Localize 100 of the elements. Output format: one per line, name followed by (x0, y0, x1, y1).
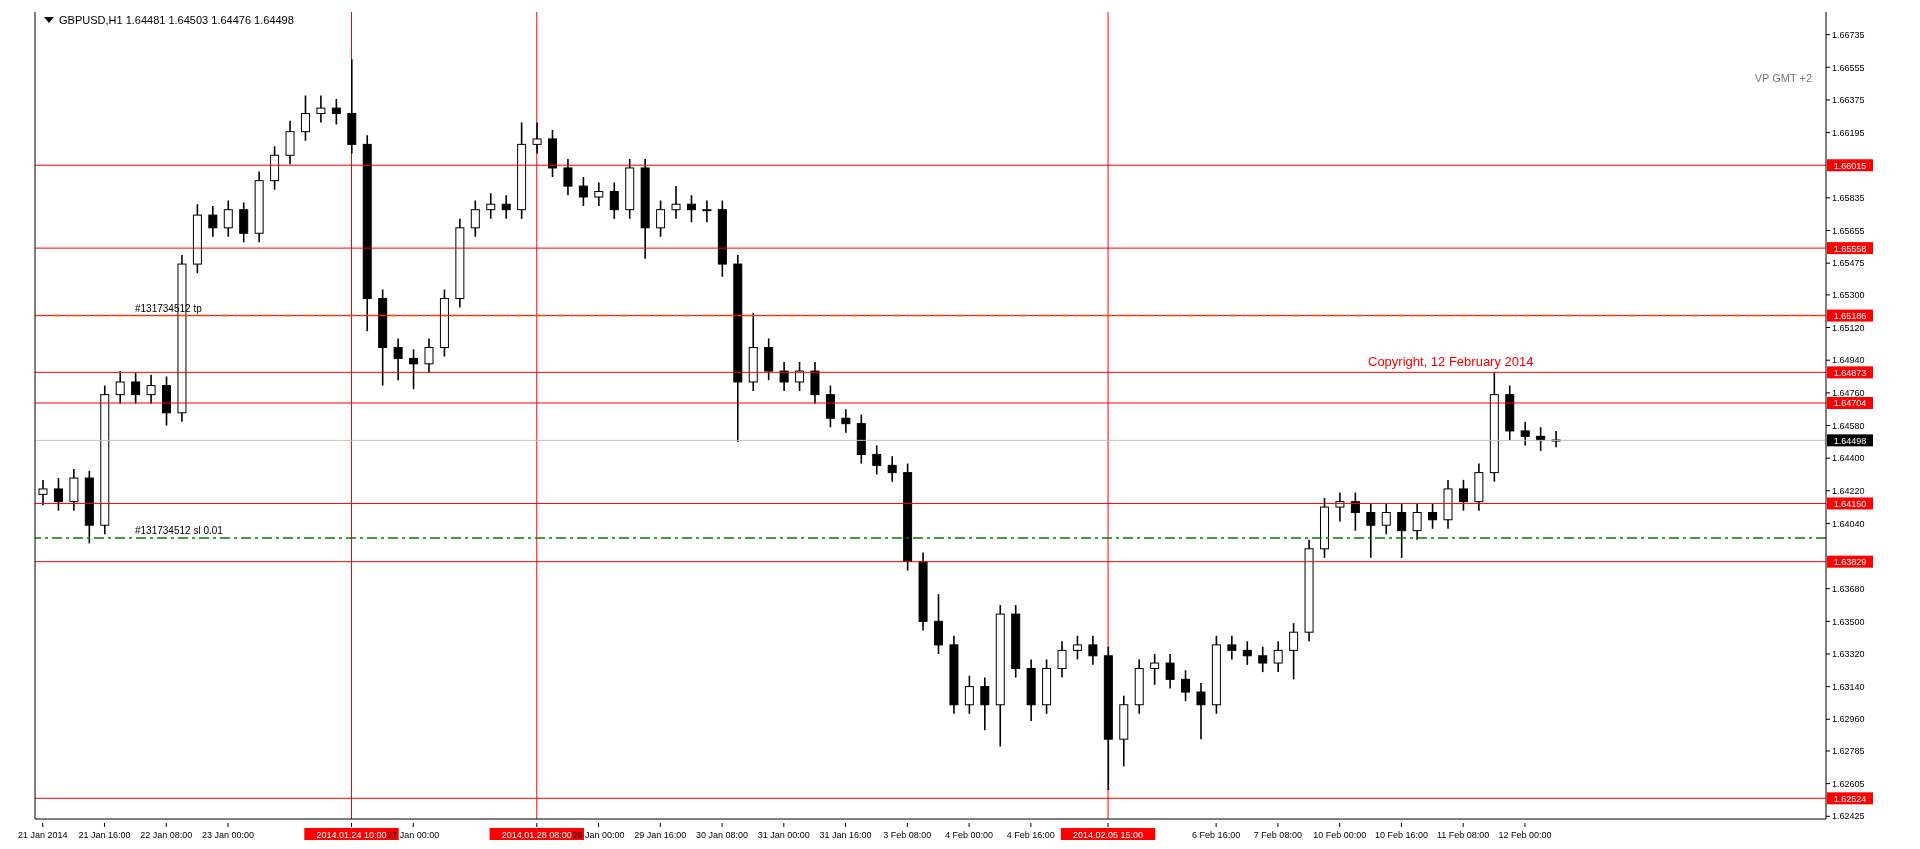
candlestick (810, 361, 820, 405)
candlestick (115, 370, 125, 405)
y-tick-label: 1.66375 (1832, 95, 1865, 106)
candlestick (702, 199, 712, 224)
x-tick-label: 7 Feb 08:00 (1253, 830, 1302, 840)
y-tick-label: 1.62960 (1832, 714, 1865, 725)
y-tick-label: 1.65475 (1832, 258, 1865, 269)
candlestick (825, 384, 835, 429)
x-tick-label: 31 Jan 00:00 (757, 830, 810, 840)
x-tick-label: 27 Jan 00:00 (387, 830, 440, 840)
candlestick (532, 121, 542, 155)
candlestick (1397, 502, 1407, 559)
candlestick (1088, 635, 1098, 666)
candlestick (1366, 502, 1376, 559)
x-tick-label: 2014.02.05 15:00 (1073, 830, 1144, 840)
candlestick (686, 194, 696, 224)
candlestick (656, 199, 666, 238)
candlestick (223, 199, 233, 238)
candlestick (331, 98, 341, 126)
y-tick-label: 1.64760 (1832, 388, 1865, 399)
candlestick (470, 199, 480, 238)
y-tick-label: 1.65300 (1832, 290, 1865, 301)
candlestick (887, 455, 897, 483)
x-tick-label: 21 Jan 2014 (17, 830, 68, 840)
ref-line-label: 1.64704 (1833, 398, 1867, 409)
x-tick-label: 21 Jan 16:00 (78, 830, 131, 840)
candlestick (300, 94, 310, 142)
candlestick (1072, 635, 1082, 661)
candlestick (424, 337, 434, 374)
candlestick (69, 468, 79, 512)
y-tick-label: 1.64940 (1832, 355, 1865, 366)
candlestick (1273, 640, 1283, 673)
candlestick (393, 337, 403, 381)
ref-line-label: 1.64873 (1833, 367, 1867, 378)
candlestick (146, 373, 156, 405)
ref-line-label: 1.63829 (1833, 557, 1867, 568)
ref-line-label: 1.64150 (1833, 498, 1867, 509)
y-tick-label: 1.64040 (1832, 518, 1865, 529)
x-tick-label: 29 Jan 16:00 (634, 830, 687, 840)
y-tick-label: 1.63500 (1832, 616, 1865, 627)
candlestick (1428, 502, 1438, 530)
candlestick (1458, 479, 1468, 512)
x-tick-label: 23 Jan 00:00 (201, 830, 255, 840)
annotation: VP GMT +2 (1754, 72, 1812, 84)
x-tick-label: 3 Feb 08:00 (883, 830, 932, 840)
candlestick (208, 205, 218, 238)
x-tick-label: 30 Jan 08:00 (696, 830, 749, 840)
x-tick-label: 2014.01.24 10:00 (316, 830, 387, 840)
candlestick (239, 201, 249, 244)
candlestick (671, 185, 681, 220)
candlestick (764, 337, 774, 381)
candlestick (964, 674, 974, 715)
candlestick (872, 444, 882, 476)
ref-line-label: 1.66015 (1833, 160, 1867, 171)
candlestick (1165, 653, 1175, 690)
x-tick-label: 10 Feb 00:00 (1313, 830, 1367, 840)
candlestick (501, 194, 511, 220)
y-tick-label: 1.62785 (1832, 746, 1865, 757)
y-tick-label: 1.62425 (1832, 811, 1865, 822)
candlestick (980, 676, 990, 731)
candlestick (578, 176, 588, 207)
x-tick-label: 12 Feb 00:00 (1498, 830, 1552, 840)
y-tick-label: 1.66555 (1832, 62, 1865, 73)
candlestick (285, 120, 295, 166)
candlestick (1242, 640, 1252, 666)
y-tick-label: 1.65655 (1832, 225, 1865, 236)
x-tick-label: 22 Jan 08:00 (140, 830, 193, 840)
x-tick-label: 2014.01.28 08:00 (501, 830, 572, 840)
y-tick-label: 1.65835 (1832, 193, 1865, 204)
candlestick (795, 361, 805, 392)
ref-line-label: 1.65186 (1833, 311, 1867, 322)
ref-line-label: #131734512 tp (135, 302, 203, 314)
candlestick (563, 158, 573, 196)
candlestick (841, 408, 851, 434)
y-tick-label: 1.63320 (1832, 649, 1865, 660)
candlestick (594, 181, 604, 207)
ref-line-label: 1.64498 (1833, 435, 1867, 446)
y-tick-label: 1.63680 (1832, 583, 1865, 594)
candlestick (1412, 502, 1422, 541)
candlestick (934, 593, 943, 655)
y-tick-label: 1.63140 (1832, 681, 1865, 692)
candlestick (1289, 622, 1299, 681)
y-tick-label: 1.64220 (1832, 485, 1865, 496)
x-tick-label: 4 Feb 00:00 (945, 830, 994, 840)
x-tick-label: 29 Jan 00:00 (572, 830, 625, 840)
candlestick (1150, 653, 1160, 686)
candlestick (1258, 645, 1268, 673)
candlestick (1181, 669, 1191, 702)
candlestick (1057, 640, 1067, 679)
x-tick-label: 10 Feb 16:00 (1374, 830, 1428, 840)
candlestick (1227, 635, 1237, 661)
y-tick-label: 1.62605 (1832, 778, 1865, 789)
y-tick-label: 1.64580 (1832, 420, 1865, 431)
annotation: Copyright, 12 February 2014 (1368, 354, 1534, 369)
y-tick-label: 1.65120 (1832, 322, 1865, 333)
x-tick-label: 4 Feb 16:00 (1006, 830, 1055, 840)
candlestick (779, 361, 789, 392)
candlestick (1520, 421, 1530, 447)
y-tick-label: 1.64400 (1832, 453, 1865, 464)
candlestick (409, 348, 419, 390)
